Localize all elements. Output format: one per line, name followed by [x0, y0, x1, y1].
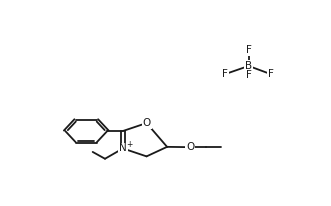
- Text: F: F: [246, 45, 252, 55]
- Text: F: F: [222, 69, 228, 79]
- Text: F: F: [268, 69, 274, 79]
- Text: F: F: [246, 70, 252, 80]
- Text: B: B: [245, 61, 252, 71]
- Text: +: +: [126, 140, 132, 150]
- Text: N: N: [119, 143, 127, 153]
- Text: O: O: [186, 142, 194, 152]
- Text: O: O: [142, 118, 151, 128]
